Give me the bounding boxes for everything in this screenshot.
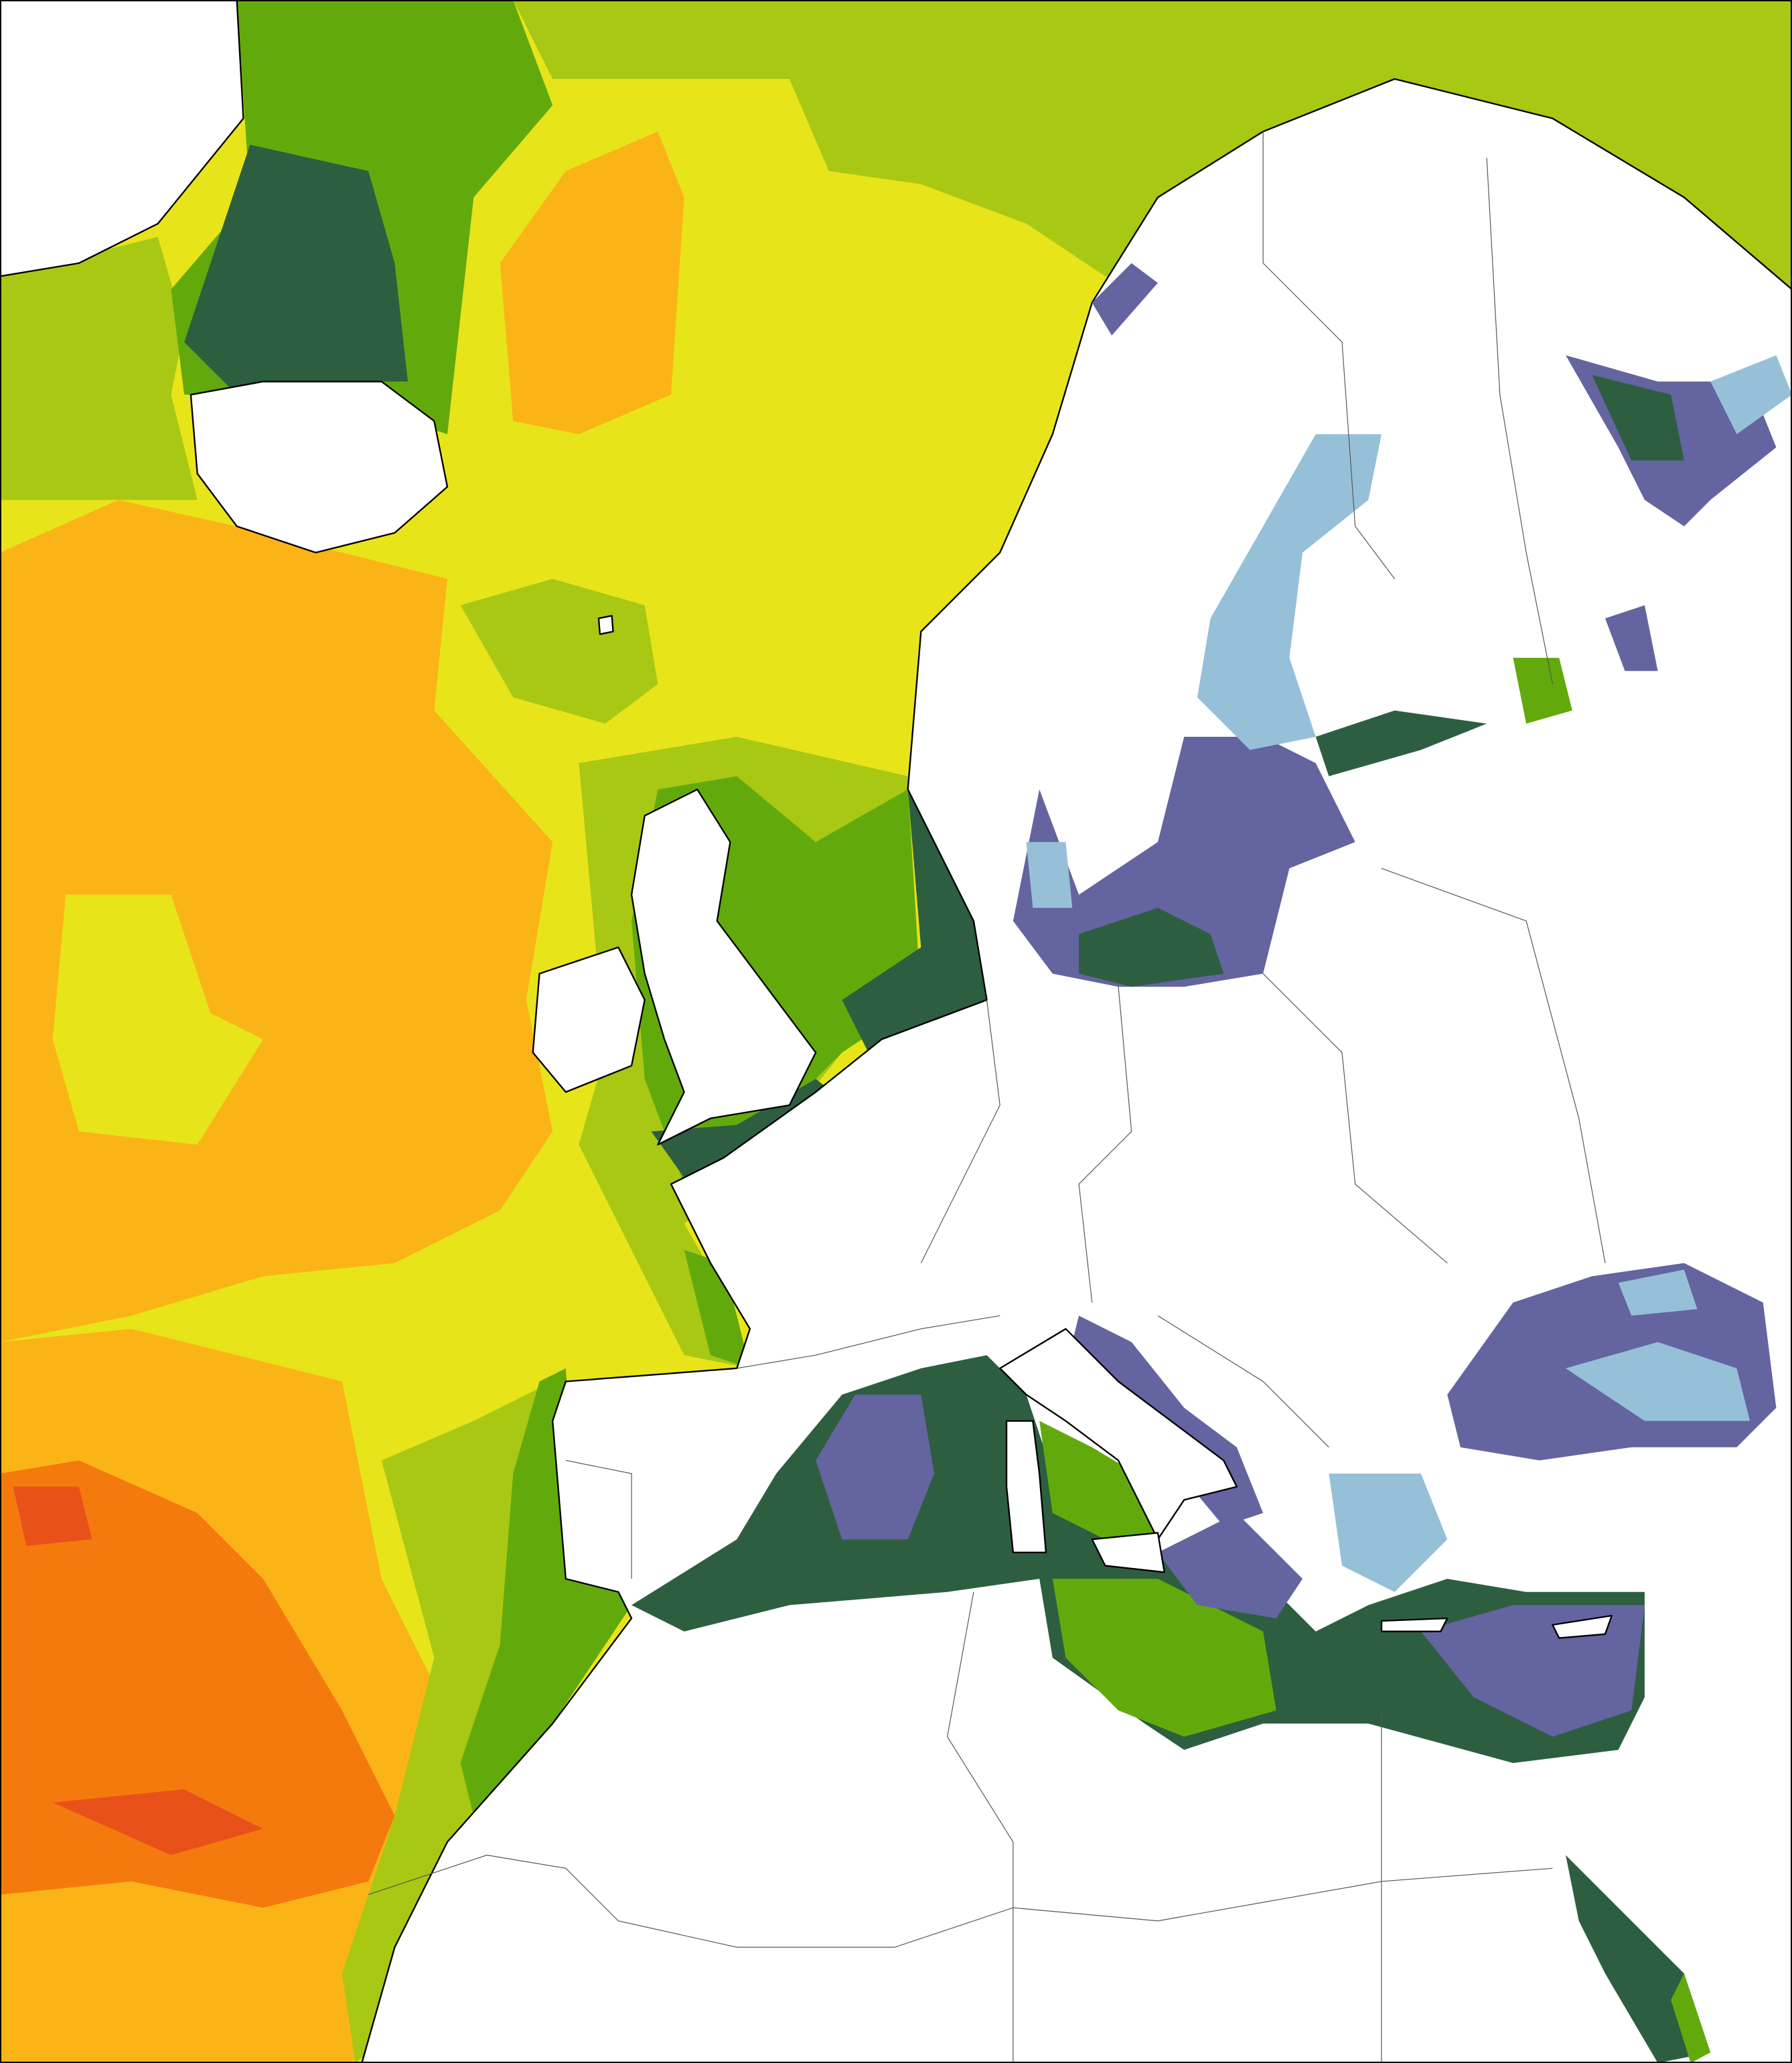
border [1381,867,1606,1263]
border [947,1591,1014,2063]
land-iceland [190,380,449,554]
zone-green [684,1250,750,1368]
zone-green [460,1368,632,1816]
border [1262,131,1396,579]
zone-orange [500,131,684,435]
sea-gulf-sidra [1052,1579,1276,1737]
sea-ladoga [1513,658,1572,724]
sea-onega [1605,605,1658,671]
land-ireland [532,946,646,1093]
sea-barents-coast [1710,355,1792,435]
sea-white-inner [1592,374,1684,461]
zone-light-green [460,579,658,724]
sea-baltic [1013,737,1355,987]
border [1486,157,1553,685]
sea-bothnia [1197,434,1382,750]
border [565,1460,632,1579]
sea-azov [1618,1269,1698,1316]
zone-dark-orange [0,1460,395,1908]
sea-ionian [1157,1512,1303,1619]
land-great-britain [630,788,817,1146]
land-cyprus [1552,1614,1613,1639]
sea-levant [1420,1605,1645,1737]
sea-norway-coast [1092,263,1158,336]
sea-gulf-finland [1315,710,1487,776]
sea-danish-straits [1026,842,1073,908]
border [368,1855,1553,1948]
land-italy [999,1328,1238,1541]
border [1078,987,1132,1303]
sea-black-east [1566,1342,1750,1421]
border [1262,973,1448,1264]
sea-red-south [1671,1973,1711,2063]
sea-aegean [1329,1474,1448,1592]
sea-red [1566,1855,1711,2063]
zone-light-green [0,236,198,500]
land-corsica-sardinia [1005,1420,1047,1554]
sea-med-west [816,1395,934,1540]
land-crete [1380,1617,1448,1632]
border [920,999,1000,1263]
zone-dark-green [184,145,408,395]
land-faroe [597,615,614,635]
zone-yellow [52,894,263,1145]
land-sicily [1091,1532,1165,1573]
border [737,1315,1000,1369]
zone-red [13,1486,92,1547]
sea-tyrrhenian [1039,1421,1158,1540]
land-greenland [0,0,244,277]
zone-red [52,1789,263,1855]
sea-baltic-south [1079,908,1224,987]
border [1157,1315,1329,1448]
